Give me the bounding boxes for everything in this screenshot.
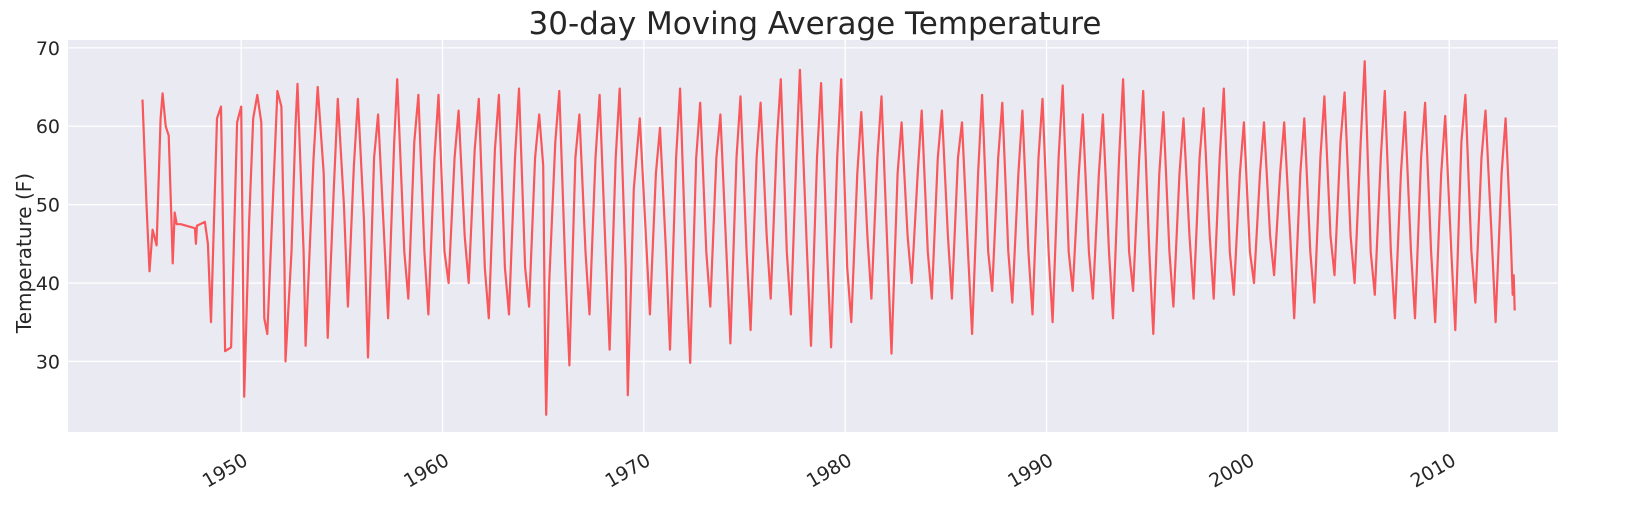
x-tick-label: 1990 [1004,449,1057,492]
y-tick-label: 70 [36,38,60,60]
y-axis-title: Temperature (F) [12,173,36,334]
series-layer [141,60,1516,416]
x-tick-label: 1960 [400,449,453,492]
y-tick-labels: 30 40 50 60 70 [36,38,60,374]
y-tick-label: 50 [36,195,60,217]
series-line [141,60,1516,416]
x-tick-label: 1970 [601,449,654,492]
chart-title: 30-day Moving Average Temperature [529,6,1102,42]
x-tick-label: 1980 [803,449,856,492]
y-tick-label: 60 [36,116,60,138]
y-tick-label: 40 [36,273,60,295]
x-tick-labels: 1950 1960 1970 1980 1990 2000 2010 [199,449,1460,492]
x-tick-label: 1950 [199,449,252,492]
x-tick-label: 2010 [1407,449,1460,492]
y-tick-label: 30 [36,351,60,373]
x-tick-label: 2000 [1206,449,1259,492]
